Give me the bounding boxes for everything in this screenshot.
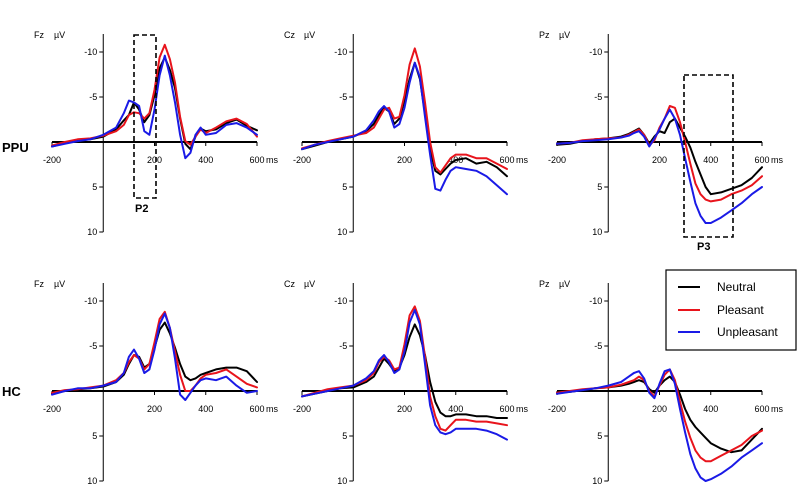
wave-hc-cz-neutral — [301, 323, 508, 419]
wave-ppu-pz-unpleasant — [556, 108, 763, 224]
wave-ppu-fz-unpleasant — [51, 54, 258, 160]
unit-label-ppu-cz: µV — [304, 30, 315, 40]
x-unit-label-ppu-pz: ms — [771, 155, 783, 165]
x-unit-label-hc-cz: ms — [516, 404, 528, 414]
y-tick-label-hc-cz-1: -5 — [339, 341, 347, 351]
legend-label-neutral: Neutral — [717, 280, 756, 294]
channel-label-ppu-fz: Fz — [34, 30, 44, 40]
channel-label-ppu-pz: Pz — [539, 30, 550, 40]
legend-label-unpleasant: Unpleasant — [717, 325, 778, 339]
y-tick-label-ppu-pz-0: -10 — [589, 47, 602, 57]
x-tick-label-ppu-pz-2: 400 — [703, 155, 718, 165]
y-tick-label-ppu-cz-2: 5 — [342, 182, 347, 192]
x-tick-label-ppu-cz-1: 200 — [397, 155, 412, 165]
y-tick-label-hc-pz-1: -5 — [594, 341, 602, 351]
y-tick-label-hc-pz-0: -10 — [589, 296, 602, 306]
wave-ppu-fz-pleasant — [51, 43, 258, 147]
unit-label-hc-fz: µV — [54, 279, 65, 289]
y-tick-label-ppu-fz-2: 5 — [92, 182, 97, 192]
y-tick-label-hc-fz-1: -5 — [89, 341, 97, 351]
row-label-hc: HC — [2, 384, 21, 399]
wave-hc-pz-pleasant — [556, 368, 763, 463]
y-tick-label-hc-cz-0: -10 — [334, 296, 347, 306]
x-tick-label-hc-cz-3: 600 — [499, 404, 514, 414]
y-tick-label-ppu-cz-0: -10 — [334, 47, 347, 57]
y-tick-label-ppu-cz-3: 10 — [337, 227, 347, 237]
x-tick-label-hc-fz-2: 400 — [198, 404, 213, 414]
x-tick-label-hc-cz-0: -200 — [293, 404, 311, 414]
x-tick-label-hc-fz-1: 200 — [147, 404, 162, 414]
x-unit-label-hc-fz: ms — [266, 404, 278, 414]
panel-hc-cz: Cz µV -10 -5 5 10 -200 200 400 600 ms — [284, 279, 528, 486]
channel-label-hc-fz: Fz — [34, 279, 44, 289]
x-tick-label-hc-cz-1: 200 — [397, 404, 412, 414]
x-tick-label-hc-pz-3: 600 — [754, 404, 769, 414]
p2-dashed-box — [133, 34, 157, 199]
panel-hc-pz: Pz µV -10 -5 5 10 -200 200 400 600 ms — [539, 279, 783, 486]
x-tick-label-ppu-pz-1: 200 — [652, 155, 667, 165]
x-tick-label-ppu-pz-3: 600 — [754, 155, 769, 165]
p3-annotation: P3 — [683, 74, 734, 253]
x-unit-label-hc-pz: ms — [771, 404, 783, 414]
y-tick-label-ppu-fz-1: -5 — [89, 92, 97, 102]
x-tick-label-ppu-fz-3: 600 — [249, 155, 264, 165]
row-label-ppu: PPU — [2, 140, 29, 155]
channel-label-ppu-cz: Cz — [284, 30, 295, 40]
x-tick-label-hc-fz-3: 600 — [249, 404, 264, 414]
y-tick-label-ppu-fz-3: 10 — [87, 227, 97, 237]
p2-annotation: P2 — [133, 34, 157, 215]
unit-label-hc-pz: µV — [559, 279, 570, 289]
legend-label-pleasant: Pleasant — [717, 303, 764, 317]
panel-ppu-pz: Pz µV -10 -5 5 10 -200 200 400 600 ms — [539, 30, 783, 237]
x-tick-label-hc-cz-2: 400 — [448, 404, 463, 414]
channel-label-hc-pz: Pz — [539, 279, 550, 289]
p3-dashed-box — [683, 74, 734, 238]
x-tick-label-ppu-cz-0: -200 — [293, 155, 311, 165]
x-tick-label-ppu-fz-2: 400 — [198, 155, 213, 165]
x-tick-label-ppu-cz-3: 600 — [499, 155, 514, 165]
x-tick-label-hc-pz-1: 200 — [652, 404, 667, 414]
y-tick-label-ppu-pz-2: 5 — [597, 182, 602, 192]
wave-hc-fz-neutral — [51, 321, 258, 395]
panel-ppu-fz: Fz µV -10 -5 5 10 -200 200 400 600 ms — [34, 30, 278, 237]
x-unit-label-ppu-cz: ms — [516, 155, 528, 165]
wave-hc-fz-unpleasant — [51, 312, 258, 401]
legend: Neutral Pleasant Unpleasant — [665, 269, 797, 351]
x-tick-label-hc-pz-2: 400 — [703, 404, 718, 414]
unit-label-hc-cz: µV — [304, 279, 315, 289]
y-tick-label-ppu-pz-3: 10 — [592, 227, 602, 237]
x-tick-label-hc-fz-0: -200 — [43, 404, 61, 414]
y-tick-label-hc-pz-2: 5 — [597, 431, 602, 441]
y-tick-label-hc-cz-2: 5 — [342, 431, 347, 441]
wave-ppu-pz-pleasant — [556, 105, 763, 203]
x-tick-label-ppu-fz-1: 200 — [147, 155, 162, 165]
y-tick-label-ppu-fz-0: -10 — [84, 47, 97, 57]
x-tick-label-ppu-fz-0: -200 — [43, 155, 61, 165]
wave-hc-cz-unpleasant — [301, 309, 508, 441]
wave-hc-pz-unpleasant — [556, 368, 763, 482]
y-tick-label-ppu-pz-1: -5 — [594, 92, 602, 102]
p3-label: P3 — [697, 241, 710, 253]
x-tick-label-ppu-pz-0: -200 — [548, 155, 566, 165]
p2-label: P2 — [135, 203, 148, 215]
x-tick-label-hc-pz-0: -200 — [548, 404, 566, 414]
unit-label-ppu-pz: µV — [559, 30, 570, 40]
y-tick-label-hc-pz-3: 10 — [592, 476, 602, 486]
y-tick-label-ppu-cz-1: -5 — [339, 92, 347, 102]
unit-label-ppu-fz: µV — [54, 30, 65, 40]
y-tick-label-hc-fz-2: 5 — [92, 431, 97, 441]
wave-ppu-cz-unpleasant — [301, 61, 508, 196]
y-tick-label-hc-fz-0: -10 — [84, 296, 97, 306]
y-tick-label-hc-fz-3: 10 — [87, 476, 97, 486]
channel-label-hc-cz: Cz — [284, 279, 295, 289]
y-tick-label-hc-cz-3: 10 — [337, 476, 347, 486]
x-unit-label-ppu-fz: ms — [266, 155, 278, 165]
panel-hc-fz: Fz µV -10 -5 5 10 -200 200 400 600 ms — [34, 279, 278, 486]
